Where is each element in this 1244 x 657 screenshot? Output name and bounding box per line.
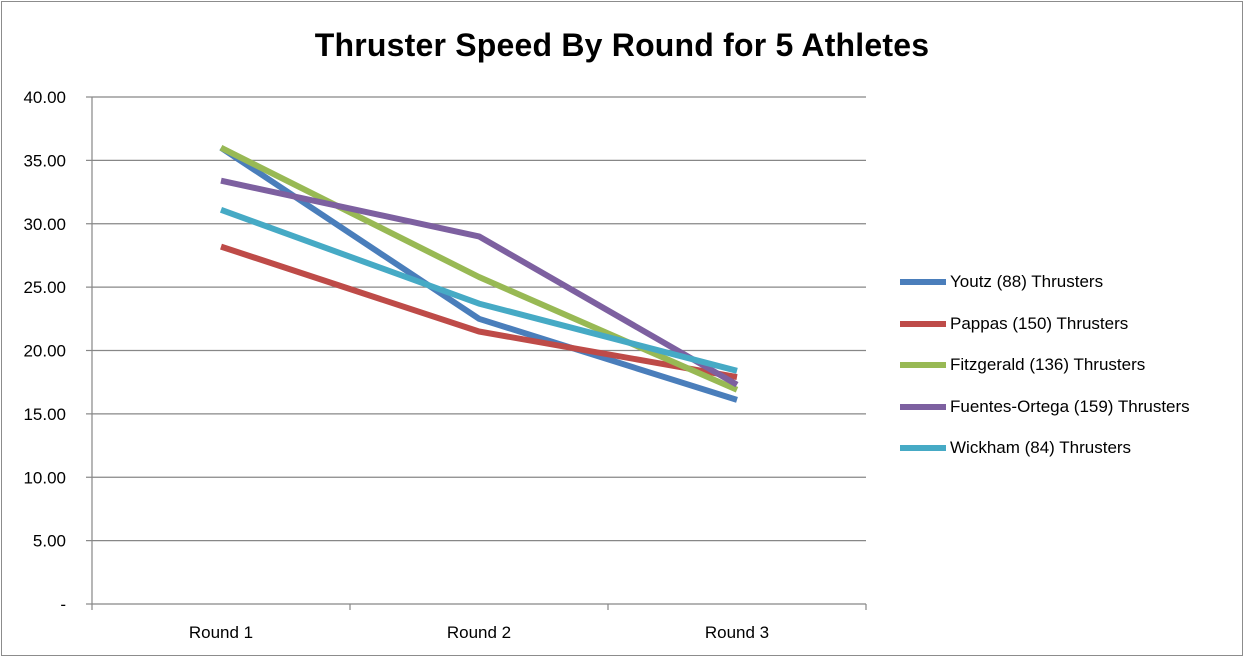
y-tick-label: 20.00 [23, 342, 66, 361]
x-tick-label: Round 3 [705, 623, 769, 642]
x-axis-tick-labels: Round 1 Round 2 Round 3 [189, 623, 769, 642]
y-tick-label: - [60, 595, 66, 614]
legend-item: Pappas (150) Thrusters [900, 310, 1230, 338]
legend-swatch [900, 362, 946, 368]
series-line-0 [219, 145, 738, 403]
legend-label: Fuentes-Ortega (159) Thrusters [950, 396, 1190, 416]
series-line-4 [219, 206, 738, 374]
y-tick-label: 10.00 [23, 468, 66, 487]
legend-label: Pappas (150) Thrusters [950, 313, 1129, 333]
legend-item: Fitzgerald (136) Thrusters [900, 351, 1230, 379]
gridlines [92, 96, 866, 542]
legend-item: Youtz (88) Thrusters [900, 268, 1230, 296]
series-line-2 [219, 145, 739, 393]
y-tick-label: 40.00 [23, 88, 66, 107]
legend-item: Wickham (84) Thrusters [900, 434, 1230, 462]
series-lines [219, 145, 739, 403]
series-line-3 [220, 177, 739, 388]
legend-item: Fuentes-Ortega (159) Thrusters [900, 393, 1230, 421]
legend-swatch [900, 320, 946, 327]
axes [86, 96, 867, 610]
y-axis-tick-labels: - 5.00 10.00 15.00 20.00 25.00 30.00 35.00 40.00 [23, 88, 66, 614]
x-tick-label: Round 2 [447, 623, 511, 642]
y-tick-label: 30.00 [23, 215, 66, 234]
legend-swatch [900, 403, 946, 410]
legend-swatch [900, 445, 946, 451]
legend-label: Fitzgerald (136) Thrusters [950, 355, 1146, 374]
legend-label: Wickham (84) Thrusters [950, 438, 1132, 457]
y-tick-label: 5.00 [33, 532, 66, 551]
legend: Youtz (88) Thrusters Pappas (150) Thruste… [900, 268, 1230, 476]
y-tick-label: 15.00 [23, 405, 66, 424]
legend-swatch [900, 279, 946, 285]
legend-label: Youtz (88) Thrusters [950, 272, 1104, 291]
x-tick-label: Round 1 [189, 623, 253, 642]
y-tick-label: 35.00 [23, 151, 66, 170]
chart-title: Thruster Speed By Round for 5 Athletes [314, 27, 930, 63]
series-line-1 [220, 243, 738, 381]
y-tick-label: 25.00 [23, 278, 66, 297]
